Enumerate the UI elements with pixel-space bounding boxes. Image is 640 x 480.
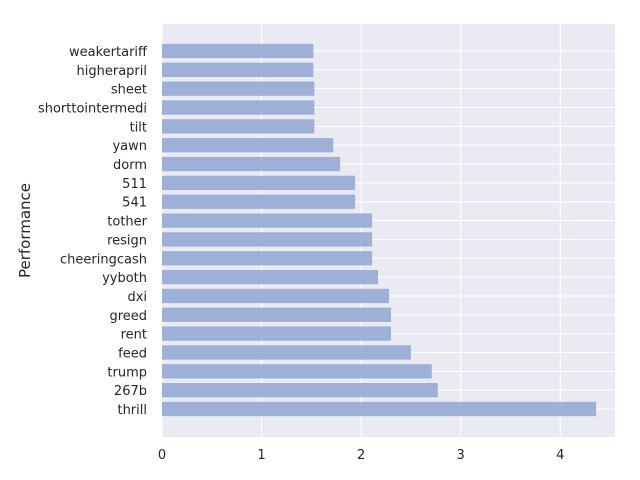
y-tick-label: cheeringcash — [60, 252, 147, 267]
y-tick-label: sheet — [111, 83, 147, 98]
bar-yawn — [162, 138, 334, 153]
bar-dxi — [162, 288, 389, 304]
bar-resign — [162, 232, 373, 247]
y-tick-label: thrill — [117, 403, 147, 418]
y-tick-label: dorm — [113, 158, 147, 173]
x-tick-label: 4 — [556, 448, 564, 463]
bar-rent — [162, 326, 391, 341]
y-tick-label: feed — [118, 346, 147, 361]
y-tick-label: tother — [107, 215, 147, 230]
x-tick-labels: 0 1 2 3 4 — [158, 448, 565, 463]
y-tick-label: resign — [107, 233, 147, 248]
bar-267b — [162, 382, 438, 398]
bar-cheeringcash — [162, 251, 373, 266]
y-tick-label: tilt — [130, 120, 147, 135]
x-tick-label: 1 — [257, 448, 265, 463]
bar-feed — [162, 345, 411, 360]
y-tick-labels: weakertariff higherapril sheet shorttointer… — [38, 45, 148, 418]
bar-dorm — [162, 156, 341, 172]
y-tick-label: yawn — [112, 139, 147, 154]
y-tick-label: 511 — [122, 177, 147, 192]
y-tick-label: 541 — [122, 196, 147, 211]
bar-tother — [162, 213, 373, 228]
bar-541 — [162, 194, 356, 209]
x-tick-label: 0 — [158, 448, 166, 463]
y-tick-label: yyboth — [102, 271, 147, 286]
bar-thrill — [162, 401, 597, 417]
bar-sheet — [162, 81, 315, 96]
bars — [162, 43, 597, 417]
y-tick-label: higherapril — [77, 64, 147, 79]
x-tick-label: 2 — [357, 448, 365, 463]
bar-511 — [162, 175, 356, 191]
bar-higherapril — [162, 62, 314, 78]
y-tick-label: dxi — [127, 290, 147, 305]
bar-yyboth — [162, 269, 379, 285]
y-tick-label: greed — [109, 309, 147, 324]
bar-greed — [162, 307, 391, 322]
x-tick-label: 3 — [457, 448, 465, 463]
y-tick-label: 267b — [114, 384, 147, 399]
y-tick-label: weakertariff — [69, 45, 148, 60]
bar-shorttointermedi — [162, 100, 315, 115]
y-tick-label: trump — [107, 365, 147, 380]
bar-weakertariff — [162, 43, 314, 59]
y-tick-label: shorttointermedi — [38, 102, 147, 117]
y-tick-label: rent — [121, 328, 147, 343]
y-axis-label: Performance — [16, 183, 34, 278]
bar-trump — [162, 364, 432, 379]
bar-tilt — [162, 119, 315, 134]
